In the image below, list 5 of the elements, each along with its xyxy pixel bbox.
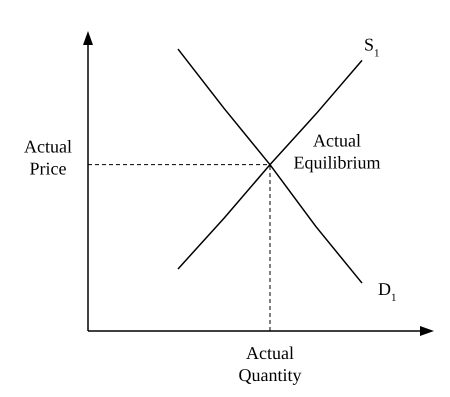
text: Actual Quantity <box>238 343 302 385</box>
ref-line-label: Actual Price <box>24 136 72 179</box>
series-label: D$_{1}$ <box>378 279 396 304</box>
series-label: S$_{1}$ <box>364 34 380 60</box>
annotation: Actual Equilibrium <box>294 130 380 173</box>
